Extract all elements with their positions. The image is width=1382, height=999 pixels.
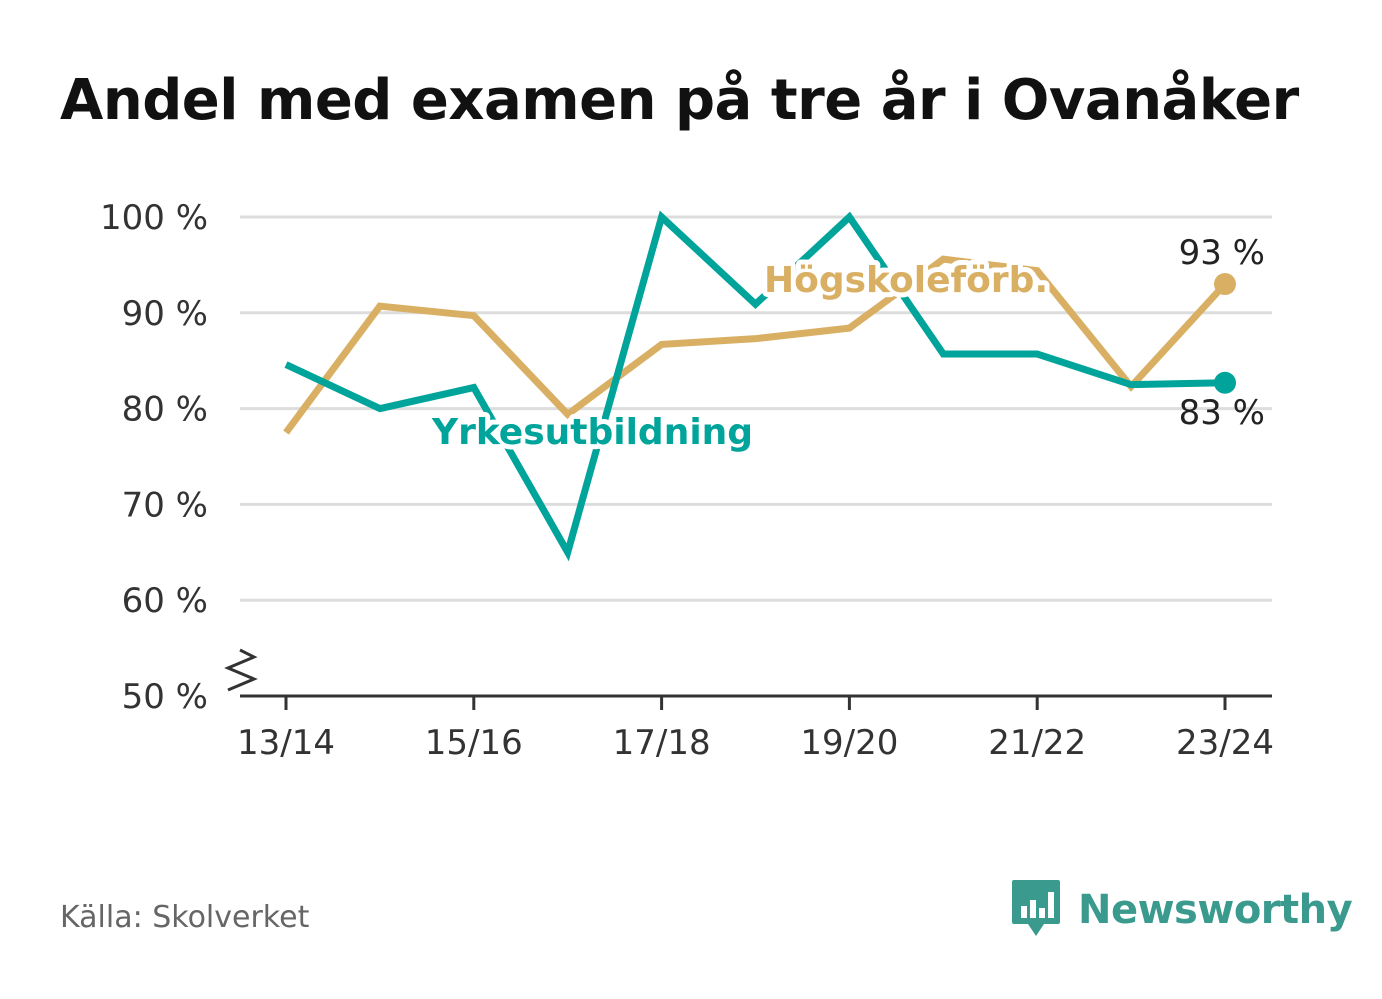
y-tick-label: 80 % <box>122 390 208 430</box>
series-end-marker <box>1214 371 1236 394</box>
series-line <box>284 210 1226 562</box>
x-axis-tick-labels: 13/14 15/16 17/18 19/20 21/22 23/24 <box>237 723 1274 763</box>
series-labels: Högskoleförb. Yrkesutbildning 93 % 83 % <box>426 233 1265 458</box>
source-note: Källa: Skolverket <box>60 900 310 935</box>
series-line <box>283 255 1228 435</box>
y-tick-label: 70 % <box>122 485 208 525</box>
x-tick-label: 15/16 <box>425 723 523 763</box>
y-tick-label: 100 % <box>100 198 208 238</box>
x-axis <box>224 648 1272 710</box>
newsworthy-chat-chart-icon <box>1012 880 1060 936</box>
y-tick-label: 50 % <box>122 677 208 717</box>
x-tick-label: 21/22 <box>988 723 1086 763</box>
y-tick-label: 90 % <box>122 294 208 334</box>
series-lines <box>283 210 1236 562</box>
axis-break-icon <box>224 648 258 692</box>
series-end-marker <box>1214 273 1236 296</box>
y-axis-tick-labels: 50 % 60 % 70 % 80 % 90 % 100 % <box>100 198 208 717</box>
end-value-label: 93 % <box>1179 233 1265 273</box>
newsworthy-logo: Newsworthy <box>1010 878 1353 942</box>
series-name-label: Högskoleförb. <box>764 260 1048 301</box>
x-tick-label: 19/20 <box>800 723 898 763</box>
x-tick-label: 13/14 <box>237 723 335 763</box>
y-tick-label: 60 % <box>122 581 208 621</box>
brand-name: Newsworthy <box>1078 887 1353 933</box>
chart-title: Andel med examen på tre år i Ovanåker <box>60 68 1299 133</box>
x-tick-label: 17/18 <box>613 723 711 763</box>
x-tick-label: 23/24 <box>1176 723 1274 763</box>
series-name-label: Yrkesutbildning <box>431 412 753 453</box>
end-value-label: 83 % <box>1179 393 1265 433</box>
